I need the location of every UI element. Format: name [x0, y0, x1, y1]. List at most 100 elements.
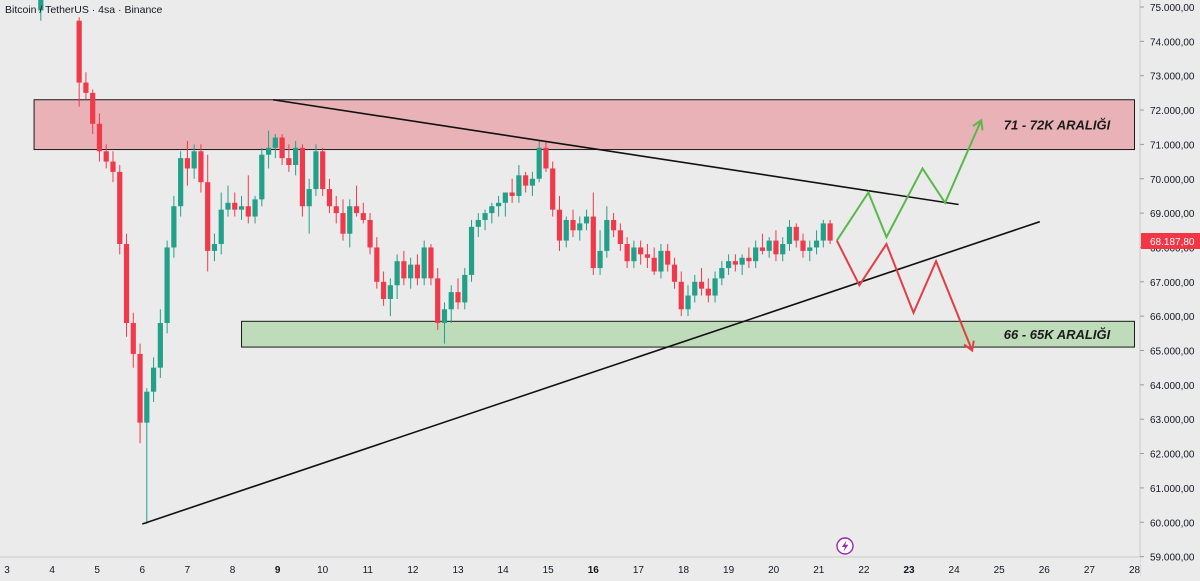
candle-body — [827, 223, 833, 241]
last-price-tag — [1141, 232, 1200, 249]
price-tick-label: 59.000,00 — [1150, 553, 1195, 564]
candle — [326, 178, 333, 214]
candle — [692, 274, 698, 303]
candle — [462, 268, 468, 310]
time-tick-label: 17 — [633, 565, 645, 576]
candle-body — [252, 199, 258, 217]
candle — [455, 278, 461, 310]
candle-body — [408, 264, 414, 279]
candle-body — [387, 285, 393, 299]
price-tick-label: 61.000,00 — [1150, 484, 1195, 495]
candle-body — [360, 213, 366, 220]
candle — [597, 230, 603, 275]
time-tick-label: 19 — [723, 565, 735, 576]
time-tick-label: 28 — [1129, 565, 1141, 576]
candle-body — [340, 213, 346, 234]
resistance-zone-label: 71 - 72K ARALIĞI — [1004, 118, 1111, 133]
candle — [299, 144, 306, 217]
candles-layer — [38, 0, 833, 524]
ascending-trendline[interactable] — [142, 220, 1041, 525]
bullish-projection-path[interactable] — [836, 119, 983, 242]
candle — [421, 240, 427, 286]
marker-layer — [836, 537, 854, 555]
support-zone-label: 66 - 65K ARALIĞI — [1004, 327, 1111, 342]
price-tick-label: 67.000,00 — [1150, 278, 1195, 289]
time-tick-label: 4 — [49, 565, 55, 576]
price-tick-label: 62.000,00 — [1150, 450, 1195, 461]
candle-body — [265, 147, 272, 155]
candle — [665, 244, 671, 272]
candle-body — [353, 206, 360, 214]
candle — [90, 89, 96, 135]
candle-body — [279, 137, 285, 159]
candle-body — [380, 281, 387, 299]
candle — [157, 309, 163, 378]
candle-body — [651, 257, 657, 272]
candle-body — [367, 219, 373, 248]
candle — [252, 195, 258, 224]
candle — [272, 134, 278, 159]
candle-body — [759, 247, 766, 251]
candle-body — [813, 240, 820, 248]
candle — [712, 271, 718, 303]
candle — [232, 192, 238, 217]
candle — [313, 144, 319, 196]
candle-body — [421, 247, 427, 279]
candle — [590, 192, 596, 275]
time-tick-label: 27 — [1084, 565, 1096, 576]
candle-body — [671, 264, 678, 282]
time-tick-label: 12 — [407, 565, 419, 576]
candle-body — [137, 353, 143, 423]
candle-body — [678, 281, 684, 310]
candle-body — [807, 247, 813, 251]
candle-body — [191, 151, 197, 169]
candle — [110, 151, 116, 183]
candle-body — [502, 192, 508, 203]
support-zone[interactable] — [241, 320, 1135, 348]
candle — [279, 134, 285, 166]
candle — [347, 199, 353, 248]
candle-body — [523, 175, 529, 186]
candle-body — [326, 189, 333, 207]
time-tick-label: 23 — [903, 565, 915, 576]
candle-body — [556, 209, 563, 241]
candle-body — [665, 250, 671, 265]
candle — [428, 244, 434, 286]
price-axis[interactable]: 75.000,00 74.000,00 73.000,00 72.000,00 71.0… — [1139, 0, 1200, 576]
candle — [198, 144, 204, 193]
candle — [753, 240, 759, 269]
candle-body — [448, 292, 454, 310]
descending-trendline[interactable] — [272, 98, 959, 206]
candle-body — [644, 254, 651, 258]
candle-body — [299, 147, 306, 207]
time-axis[interactable]: 3 4 5 6 7 8 9 10 11 12 13 14 15 16 17 18 19 20 21 22 23 24 25 2… — [0, 556, 1141, 576]
price-tick-label: 64.000,00 — [1150, 381, 1195, 392]
candle — [489, 202, 495, 224]
candle-body — [820, 223, 826, 241]
bearish-projection-path[interactable] — [835, 240, 974, 351]
candle-body — [475, 219, 481, 227]
candle-body — [509, 192, 515, 196]
candle-body — [800, 240, 806, 251]
candle — [401, 250, 407, 286]
candle — [482, 209, 488, 231]
candle-body — [604, 219, 610, 251]
candle — [638, 240, 644, 265]
time-tick-label: 3 — [4, 565, 10, 576]
candle-body — [495, 202, 502, 207]
candle — [191, 144, 197, 179]
price-axis-panel — [1140, 0, 1200, 576]
candle — [529, 171, 536, 196]
candle — [766, 237, 772, 258]
resistance-zone[interactable] — [33, 99, 1135, 151]
candle-body — [550, 168, 556, 210]
candle-body — [218, 209, 224, 245]
candle — [38, 0, 44, 21]
candle-body — [692, 281, 698, 296]
candle — [286, 144, 292, 172]
candle — [550, 161, 556, 217]
candle-body — [171, 206, 177, 248]
candle — [164, 240, 170, 334]
